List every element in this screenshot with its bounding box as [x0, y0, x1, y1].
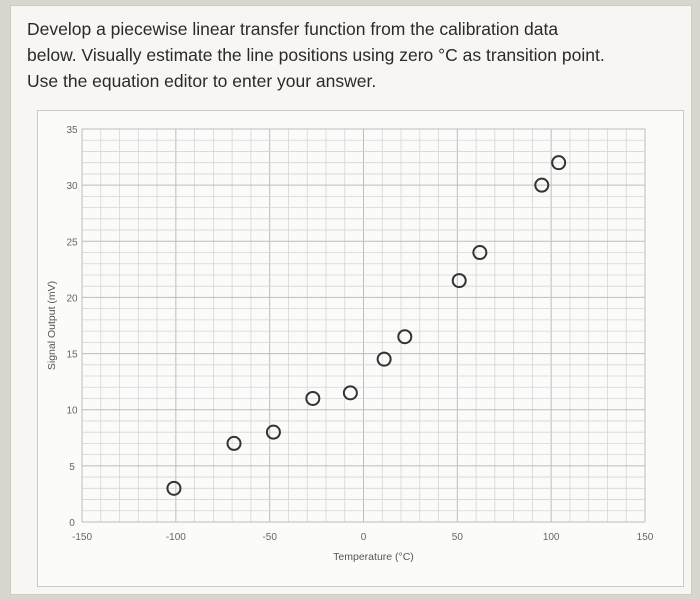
x-tick-label: 150: [637, 532, 654, 543]
chart-grid: [81, 128, 646, 523]
y-tick-label: 25: [66, 237, 78, 248]
question-line-1: Develop a piecewise linear transfer func…: [27, 19, 559, 39]
y-tick-label: 30: [66, 181, 78, 192]
data-point: [551, 155, 567, 171]
x-tick-label: 50: [452, 532, 464, 543]
y-tick-label: 10: [66, 406, 78, 417]
data-point: [472, 245, 488, 261]
x-tick-label: -50: [262, 532, 277, 543]
data-point: [226, 435, 242, 451]
data-point: [305, 390, 321, 406]
y-tick-label: 15: [66, 350, 78, 361]
x-tick-label: 0: [361, 532, 367, 543]
y-axis-label: Signal Output (mV): [46, 281, 58, 370]
question-text: Develop a piecewise linear transfer func…: [27, 16, 677, 94]
x-tick-label: -150: [72, 532, 92, 543]
data-points: [166, 155, 567, 496]
calibration-chart: 0 5 10 15 20 25 30 35 -150 -100 -50 0 50 100 150 Temp…: [37, 110, 684, 587]
y-tick-labels: 0 5 10 15 20 25 30 35: [66, 125, 78, 529]
question-line-2: below. Visually estimate the line positi…: [27, 45, 605, 65]
question-line-3: Use the equation editor to enter your an…: [27, 71, 377, 91]
data-point: [376, 351, 392, 367]
data-point: [451, 273, 467, 289]
data-point: [397, 329, 413, 345]
y-tick-label: 20: [66, 293, 78, 304]
y-tick-label: 0: [69, 518, 75, 529]
x-axis-label: Temperature (°C): [333, 551, 414, 563]
y-tick-label: 35: [66, 125, 78, 136]
data-point: [342, 385, 358, 401]
data-point: [265, 424, 281, 440]
data-point: [166, 480, 182, 496]
x-tick-label: 100: [543, 532, 560, 543]
x-tick-labels: -150 -100 -50 0 50 100 150: [72, 532, 654, 543]
question-card: Develop a piecewise linear transfer func…: [10, 5, 692, 595]
chart-svg: 0 5 10 15 20 25 30 35 -150 -100 -50 0 50 100 150 Temp…: [46, 125, 654, 563]
x-tick-label: -100: [166, 532, 186, 543]
y-tick-label: 5: [69, 462, 75, 473]
data-point: [534, 177, 550, 193]
